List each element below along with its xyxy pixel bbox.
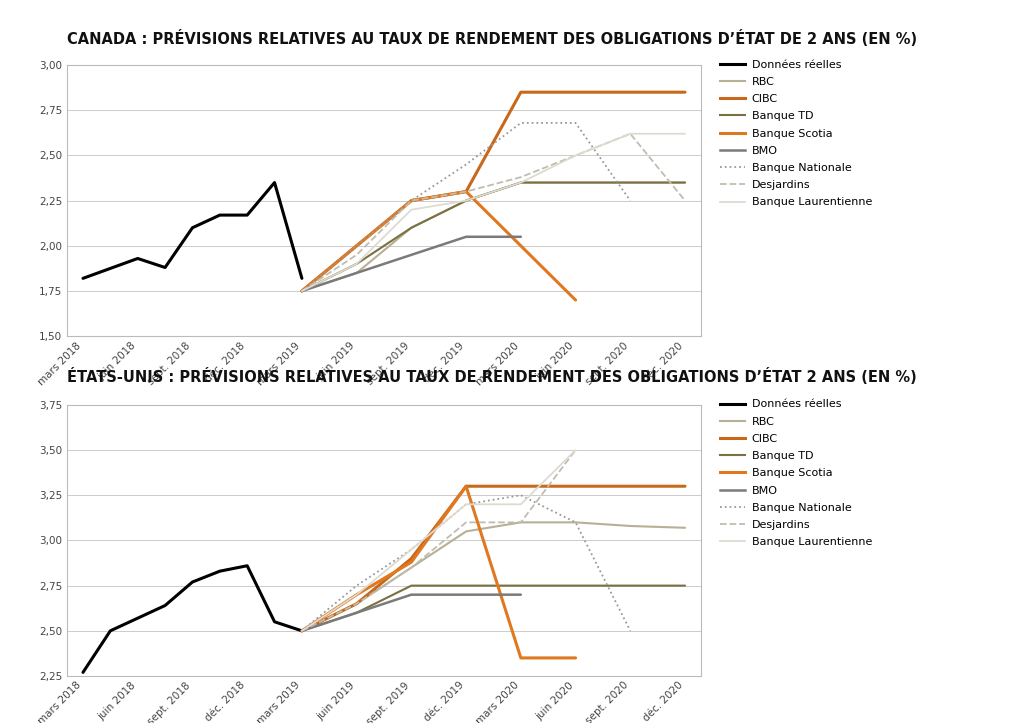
- Legend: Données réelles, RBC, CIBC, Banque TD, Banque Scotia, BMO, Banque Nationale, Des: Données réelles, RBC, CIBC, Banque TD, B…: [721, 59, 872, 208]
- Text: ÉTATS-UNIS : PRÉVISIONS RELATIVES AU TAUX DE RENDEMENT DES OBLIGATIONS D’ÉTAT 2 : ÉTATS-UNIS : PRÉVISIONS RELATIVES AU TAU…: [67, 367, 916, 385]
- Text: CANADA : PRÉVISIONS RELATIVES AU TAUX DE RENDEMENT DES OBLIGATIONS D’ÉTAT DE 2 A: CANADA : PRÉVISIONS RELATIVES AU TAUX DE…: [67, 30, 916, 47]
- Legend: Données réelles, RBC, CIBC, Banque TD, Banque Scotia, BMO, Banque Nationale, Des: Données réelles, RBC, CIBC, Banque TD, B…: [721, 399, 872, 547]
